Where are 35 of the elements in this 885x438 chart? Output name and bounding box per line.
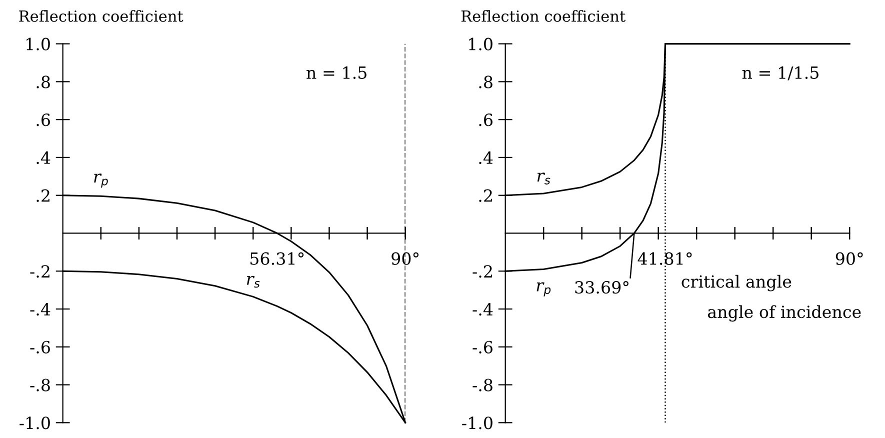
series-label: r$_{s}$ — [246, 276, 260, 288]
y-tick-label: .6 — [36, 114, 50, 126]
x-tick-label: 41.81° — [638, 252, 692, 265]
x-tick-label: 90° — [392, 252, 419, 265]
annotation: n = 1/1.5 — [742, 66, 818, 80]
annotation: 33.69° — [575, 281, 628, 294]
y-tick-label: -.2 — [30, 265, 50, 278]
y-axis-title: Reflection coefficient — [19, 10, 184, 22]
x-tick-label: 56.31° — [250, 252, 304, 265]
y-tick-label: .8 — [479, 76, 492, 88]
series-label: r$_{p}$ — [536, 282, 551, 296]
x-tick-label: 90° — [836, 252, 863, 265]
x-axis-title: angle of incidence — [708, 305, 861, 322]
y-tick-label: .2 — [479, 189, 492, 202]
y-tick-label: -.4 — [30, 302, 50, 316]
y-tick-label: -.2 — [472, 265, 492, 278]
y-tick-label: 1.0 — [469, 38, 492, 50]
y-tick-label: -.6 — [30, 340, 50, 354]
y-tick-label: -.8 — [472, 378, 492, 392]
y-tick-label: .6 — [479, 114, 492, 126]
y-tick-label: -1.0 — [462, 416, 492, 430]
y-tick-label: .4 — [36, 151, 50, 164]
y-tick-label: -.6 — [472, 340, 492, 354]
y-tick-label: .4 — [479, 151, 493, 164]
y-tick-label: -.4 — [472, 302, 493, 316]
y-tick-label: .2 — [36, 189, 50, 202]
y-axis-title: Reflection coefficient — [461, 10, 626, 22]
y-tick-label: -.8 — [30, 378, 50, 392]
y-tick-label: .8 — [36, 76, 50, 88]
y-tick-label: -1.0 — [20, 416, 50, 430]
series-label: r$_{s}$ — [537, 172, 550, 184]
series-label: r$_{p}$ — [94, 174, 108, 188]
y-tick-label: 1.0 — [26, 38, 50, 50]
annotation: critical angle — [682, 274, 792, 292]
annotation: n = 1.5 — [306, 66, 366, 79]
